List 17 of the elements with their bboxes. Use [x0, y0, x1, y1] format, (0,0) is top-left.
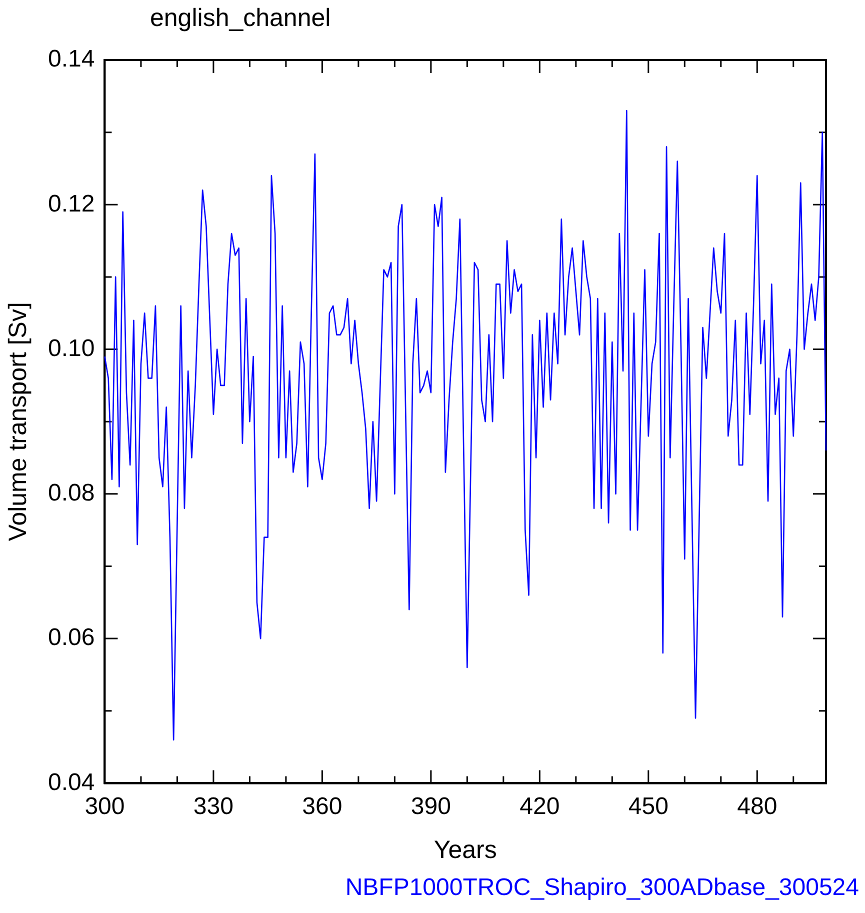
y-tick-label: 0.14 [48, 46, 95, 73]
y-tick-label: 0.10 [48, 334, 95, 362]
y-axis-title: Volume transport [Sv] [4, 302, 32, 542]
y-tick-label: 0.06 [48, 624, 95, 652]
y-tick-label: 0.08 [48, 480, 95, 507]
chart-title: english_channel [150, 4, 331, 33]
x-tick-label: 450 [628, 793, 668, 820]
x-axis-title: Years [434, 836, 497, 864]
y-tick-label: 0.12 [48, 190, 95, 218]
x-tick-label: 360 [302, 793, 342, 820]
x-tick-label: 420 [520, 793, 560, 820]
x-tick-label: 390 [410, 793, 451, 820]
x-tick-label: 480 [737, 793, 778, 820]
x-tick-label: 330 [193, 793, 234, 820]
x-tick-label: 300 [84, 793, 125, 820]
text: NBFP1000TROC_Shapiro_300ADbase_300524 [345, 874, 859, 902]
y-tick-label: 0.04 [48, 768, 95, 796]
